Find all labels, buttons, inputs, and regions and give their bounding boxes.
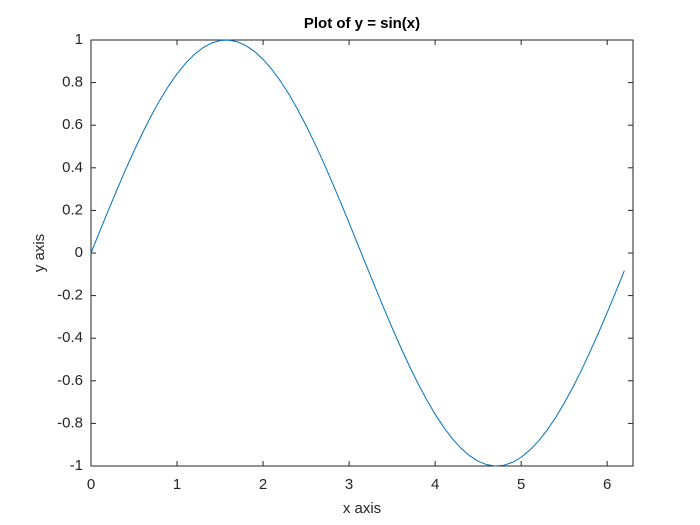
y-tick-label: -0.8 (57, 414, 83, 431)
y-tick-label: -0.4 (57, 329, 83, 346)
y-tick-label: -1 (70, 457, 83, 474)
x-tick-label: 4 (431, 476, 439, 493)
y-tick-label: 0.4 (62, 159, 83, 176)
y-axis-label: y axis (31, 234, 48, 272)
y-tick-label: 0.6 (62, 116, 83, 133)
y-tick-label: -0.2 (57, 287, 83, 304)
x-tick-label: 3 (345, 476, 353, 493)
y-tick-label: -0.6 (57, 372, 83, 389)
x-tick-label: 1 (173, 476, 181, 493)
x-tick-label: 5 (517, 476, 525, 493)
x-tick-label: 0 (87, 476, 95, 493)
y-tick-label: 0.2 (62, 201, 83, 218)
chart-title: Plot of y = sin(x) (304, 15, 420, 32)
y-tick-label: 1 (75, 31, 83, 48)
x-axis-label: x axis (343, 500, 381, 517)
x-tick-label: 6 (603, 476, 611, 493)
plot-area (90, 39, 634, 467)
x-tick-label: 2 (259, 476, 267, 493)
y-tick-label: 0 (75, 244, 83, 261)
y-tick-label: 0.8 (62, 74, 83, 91)
data-line (90, 39, 625, 467)
